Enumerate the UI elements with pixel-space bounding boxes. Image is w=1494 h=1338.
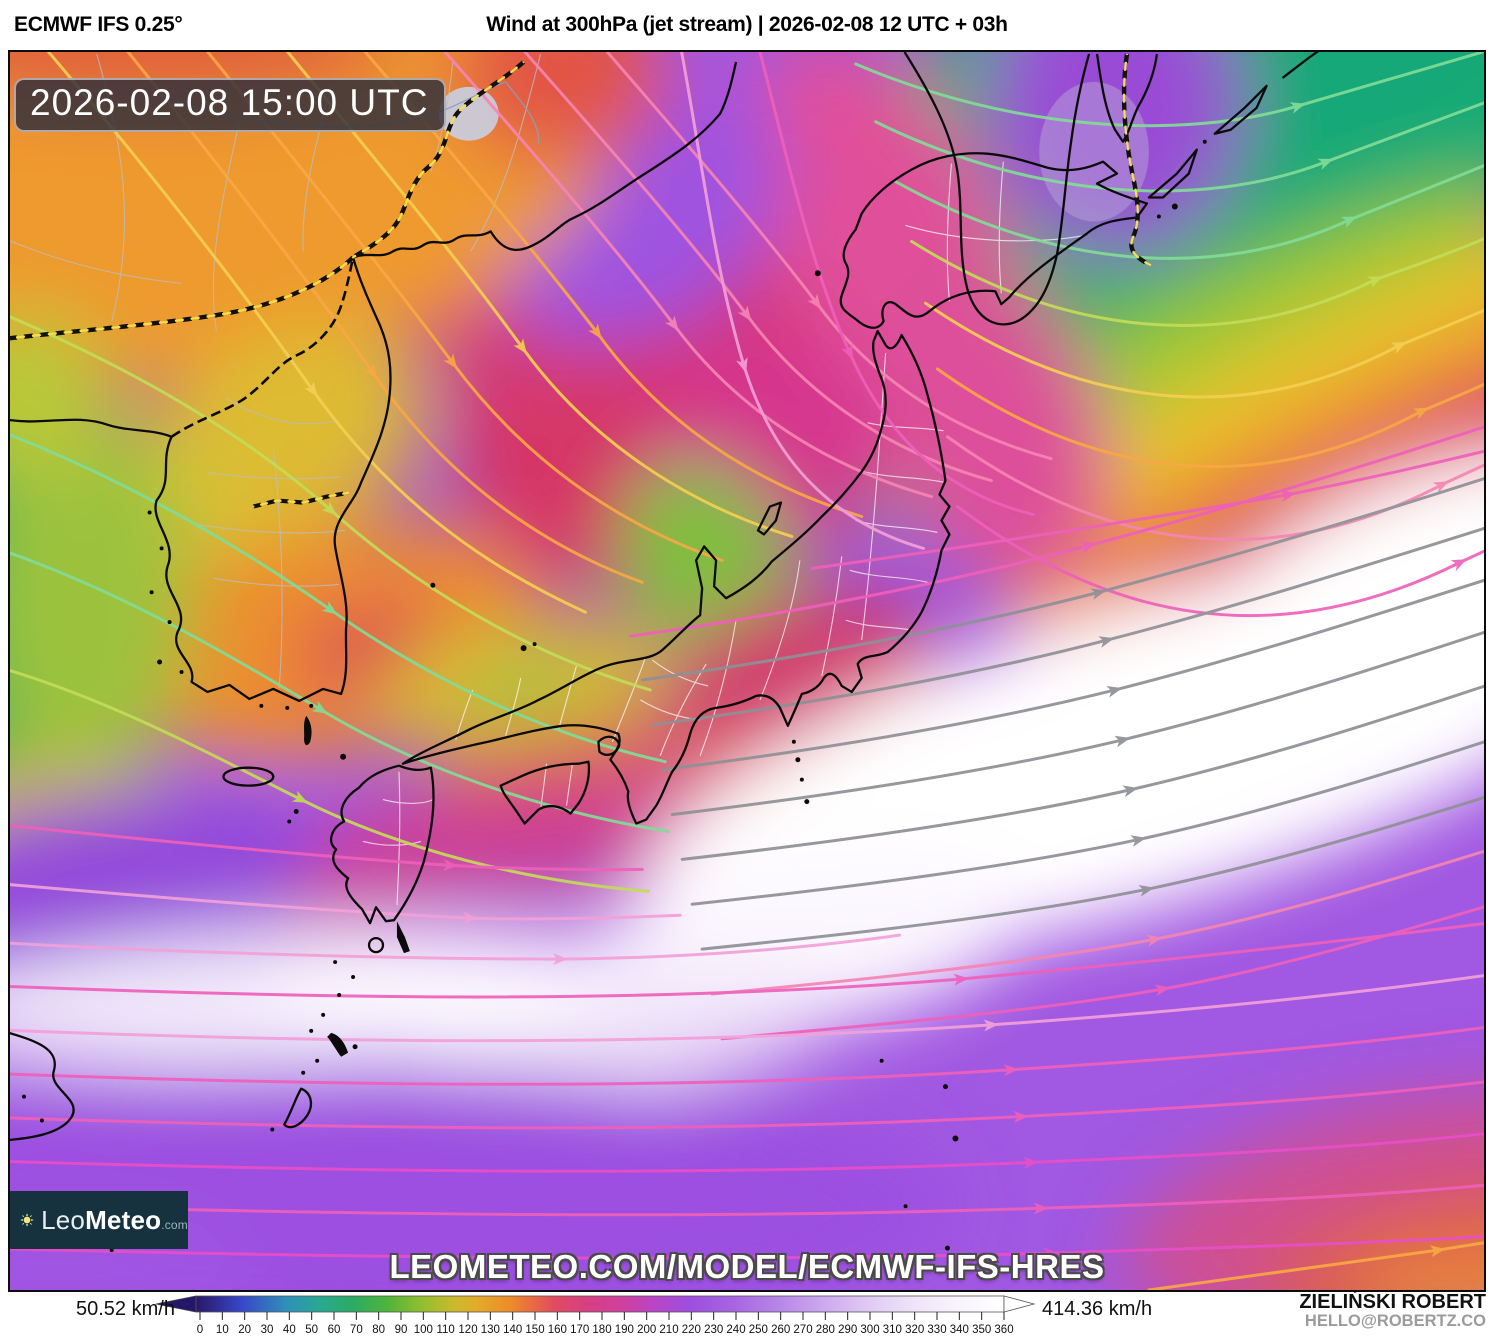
svg-text:170: 170 bbox=[570, 1324, 589, 1336]
svg-text:20: 20 bbox=[238, 1324, 251, 1336]
svg-text:320: 320 bbox=[905, 1324, 924, 1336]
svg-text:80: 80 bbox=[372, 1324, 385, 1336]
svg-text:330: 330 bbox=[927, 1324, 946, 1336]
logo-wordmark: LeoMeteo.com bbox=[41, 1205, 188, 1236]
coastlines-layer bbox=[10, 52, 1320, 1142]
svg-text:260: 260 bbox=[771, 1324, 790, 1336]
borders-layer bbox=[10, 53, 1152, 509]
svg-text:190: 190 bbox=[615, 1324, 634, 1336]
svg-text:350: 350 bbox=[972, 1324, 991, 1336]
svg-text:0: 0 bbox=[197, 1324, 203, 1336]
watermark-label: LEOMETEO.COM/MODEL/ECMWF-IFS-HRES bbox=[389, 1248, 1105, 1285]
author-email: HELLO@ROBERTZ.CO bbox=[1304, 1312, 1486, 1331]
svg-text:210: 210 bbox=[659, 1324, 678, 1336]
svg-text:220: 220 bbox=[682, 1324, 701, 1336]
svg-text:270: 270 bbox=[793, 1324, 812, 1336]
svg-text:360: 360 bbox=[994, 1324, 1013, 1336]
svg-text:200: 200 bbox=[637, 1324, 656, 1336]
svg-text:140: 140 bbox=[503, 1324, 522, 1336]
svg-text:10: 10 bbox=[216, 1324, 229, 1336]
wind-map: 2026-02-08 15:00 UTC LeoMeteo.com LEOMET… bbox=[8, 50, 1486, 1292]
svg-text:110: 110 bbox=[436, 1324, 454, 1336]
attribution: ZIELIŃSKI ROBERT HELLO@ROBERTZ.CO bbox=[1299, 1291, 1486, 1331]
chart-title: Wind at 300hPa (jet stream) | 2026-02-08… bbox=[486, 13, 1008, 36]
svg-text:290: 290 bbox=[838, 1324, 857, 1336]
svg-text:280: 280 bbox=[816, 1324, 835, 1336]
svg-text:340: 340 bbox=[950, 1324, 969, 1336]
svg-text:300: 300 bbox=[860, 1324, 879, 1336]
colorbar-right-arrow bbox=[1003, 1295, 1036, 1313]
svg-text:230: 230 bbox=[704, 1324, 723, 1336]
chart-header: ECMWF IFS 0.25° Wind at 300hPa (jet stre… bbox=[0, 0, 1494, 50]
svg-text:40: 40 bbox=[283, 1324, 296, 1336]
colorbar: 0 10 20 30 40 50 60 70 80 90 100 110 120 130 140 150 160… bbox=[155, 1295, 1036, 1336]
svg-text:30: 30 bbox=[261, 1324, 274, 1336]
colorbar-gradient-bar bbox=[195, 1295, 1005, 1313]
wind-map-canvas bbox=[10, 52, 1484, 1290]
leometeo-logo: LeoMeteo.com bbox=[10, 1191, 188, 1249]
scale-max-label: 414.36 km/h bbox=[1042, 1298, 1153, 1320]
sun-icon bbox=[20, 1213, 34, 1227]
streamlines-layer bbox=[10, 52, 1484, 1290]
svg-text:150: 150 bbox=[525, 1324, 544, 1336]
svg-text:250: 250 bbox=[749, 1324, 768, 1336]
svg-text:50: 50 bbox=[305, 1324, 318, 1336]
logo-text-light: Leo bbox=[41, 1204, 86, 1235]
colorbar-ticks: 0 10 20 30 40 50 60 70 80 90 100 110 120 130 140 150 160… bbox=[197, 1312, 1014, 1336]
scale-min-label: 50.52 km/h bbox=[76, 1298, 175, 1320]
valid-time-badge: 2026-02-08 15:00 UTC bbox=[14, 78, 447, 132]
svg-text:130: 130 bbox=[481, 1324, 500, 1336]
svg-text:120: 120 bbox=[458, 1324, 477, 1336]
author-name: ZIELIŃSKI ROBERT bbox=[1299, 1291, 1486, 1313]
logo-text-bold: Meteo bbox=[85, 1204, 162, 1235]
svg-text:90: 90 bbox=[395, 1324, 408, 1336]
scale-footer: 0 10 20 30 40 50 60 70 80 90 100 110 120 130 140 150 160… bbox=[0, 1291, 1494, 1338]
province-borders-layer bbox=[10, 53, 542, 688]
logo-tld: .com bbox=[161, 1217, 188, 1232]
svg-text:160: 160 bbox=[548, 1324, 567, 1336]
svg-text:100: 100 bbox=[414, 1324, 433, 1336]
svg-text:180: 180 bbox=[592, 1324, 611, 1336]
model-name-label: ECMWF IFS 0.25° bbox=[14, 13, 183, 36]
svg-text:70: 70 bbox=[350, 1324, 363, 1336]
svg-text:240: 240 bbox=[726, 1324, 745, 1336]
svg-text:60: 60 bbox=[328, 1324, 341, 1336]
svg-text:310: 310 bbox=[883, 1324, 902, 1336]
